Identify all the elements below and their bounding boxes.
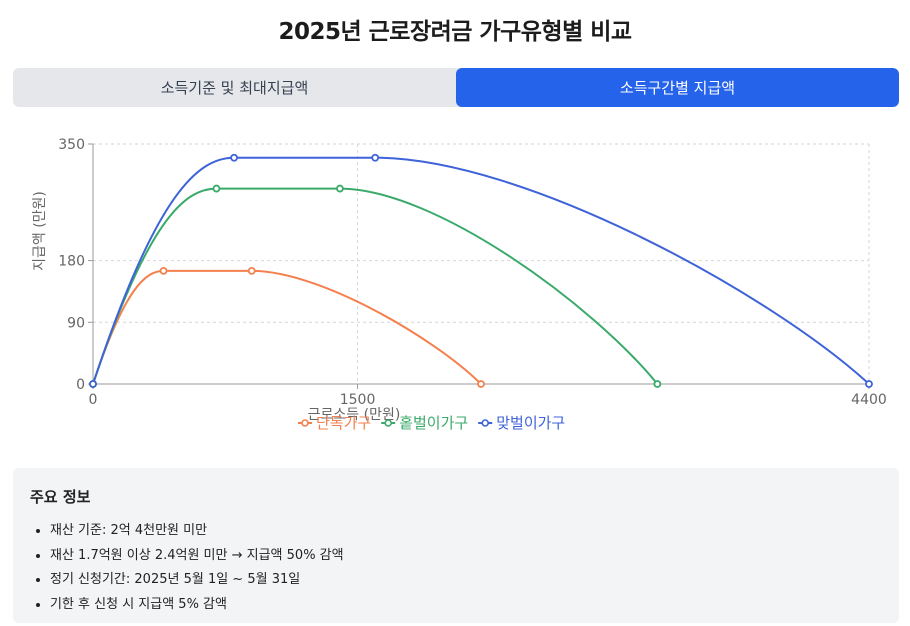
legend-label: 맞벌이가구 — [496, 414, 565, 432]
info-title: 주요 정보 — [30, 488, 91, 506]
data-point — [371, 153, 380, 162]
data-point — [212, 184, 221, 193]
series-3 — [89, 153, 873, 388]
series-line — [92, 269, 482, 385]
legend-marker — [384, 419, 393, 427]
y-axis-title: 지급액 (만원) — [32, 191, 48, 271]
data-point — [865, 380, 873, 388]
legend-label: 홑벌이가구 — [399, 414, 468, 432]
y-tick-label: 90 — [67, 315, 85, 331]
data-point — [159, 266, 168, 275]
info-item-asset-reduction: 재산 1.7억원 이상 2.4억원 미만 → 지급액 50% 감액 — [50, 544, 882, 569]
data-point — [247, 266, 256, 275]
legend-item-3: 맞벌이가구 — [478, 414, 565, 432]
legend-marker — [481, 419, 490, 427]
series-1 — [89, 266, 485, 388]
series-2 — [89, 184, 662, 388]
data-point — [89, 380, 97, 388]
data-point — [230, 153, 238, 162]
x-axis-title: 근로소득 (만원) — [308, 407, 401, 423]
legend-item-2: 홑벌이가구 — [381, 414, 468, 432]
info-item-asset-limit: 재산 기준: 2억 4천만원 미만 — [50, 519, 882, 544]
x-tick-label: 1500 — [340, 392, 376, 408]
info-item-late-penalty: 기한 후 신청 시 지급액 5% 감액 — [50, 593, 882, 618]
x-tick-label: 0 — [89, 392, 98, 408]
data-point — [477, 380, 485, 388]
tab-income-criteria[interactable]: 소득기준 및 최대지급액 — [160, 79, 309, 97]
y-tick-label: 350 — [58, 137, 85, 153]
y-tick-label: 0 — [76, 377, 85, 393]
x-tick-label: 4400 — [851, 392, 887, 408]
tab-payment-by-income[interactable]: 소득구간별 지급액 — [456, 68, 899, 107]
series-line — [92, 187, 659, 385]
legend-item-1: 단독가구 — [298, 414, 371, 432]
legend-label: 단독가구 — [316, 414, 371, 432]
tab-bar: 소득기준 및 최대지급액 소득구간별 지급액 — [13, 68, 899, 107]
series-line — [92, 156, 870, 385]
info-list: 재산 기준: 2억 4천만원 미만 재산 1.7억원 이상 2.4억원 미만 →… — [30, 519, 882, 617]
data-point — [336, 184, 344, 193]
info-item-application-period: 정기 신청기간: 2025년 5월 1일 ~ 5월 31일 — [50, 568, 882, 593]
y-tick-label: 180 — [58, 254, 85, 270]
info-panel: 주요 정보 재산 기준: 2억 4천만원 미만 재산 1.7억원 이상 2.4억… — [13, 468, 899, 623]
line-chart: 0 90 180 350 0 1500 4400 근로소득 (만원) 지급액 (만원) 단독가구 홑… — [32, 137, 887, 432]
legend-marker — [301, 419, 309, 427]
page-title: 2025년 근로장려금 가구유형별 비교 — [278, 19, 632, 45]
data-point — [653, 380, 662, 388]
